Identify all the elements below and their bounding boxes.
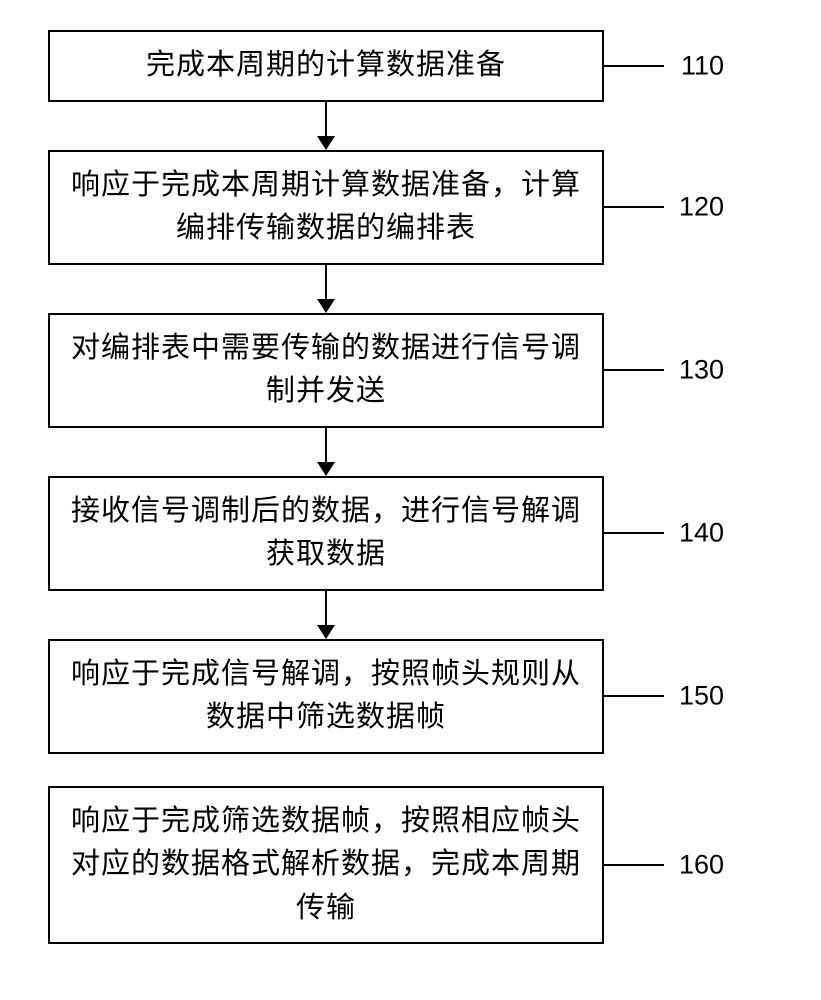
step-label: 130 [679, 355, 724, 386]
step-label: 120 [679, 192, 724, 223]
arrow-line [325, 591, 328, 627]
flowchart-step-150: 响应于完成信号解调，按照帧头规则从数据中筛选数据帧150 [48, 639, 604, 754]
step-text: 响应于完成筛选数据帧，按照相应帧头对应的数据格式解析数据，完成本周期传输 [70, 800, 582, 931]
arrow-down [48, 428, 604, 476]
step-text: 完成本周期的计算数据准备 [146, 44, 506, 88]
arrow-line [325, 265, 328, 301]
arrow-line [325, 102, 328, 138]
step-text: 响应于完成本周期计算数据准备，计算编排传输数据的编排表 [70, 164, 582, 251]
step-text: 对编排表中需要传输的数据进行信号调制并发送 [70, 327, 582, 414]
step-label: 150 [679, 681, 724, 712]
arrow-down [48, 102, 604, 150]
step-label: 140 [679, 518, 724, 549]
flowchart-step-140: 接收信号调制后的数据，进行信号解调获取数据140 [48, 476, 604, 591]
leader-line [604, 695, 664, 697]
leader-line [604, 65, 664, 67]
arrow-down [48, 265, 604, 313]
flowchart-step-130: 对编排表中需要传输的数据进行信号调制并发送130 [48, 313, 604, 428]
arrow-head [317, 136, 335, 150]
gap [48, 754, 768, 786]
step-text: 响应于完成信号解调，按照帧头规则从数据中筛选数据帧 [70, 653, 582, 740]
arrow-down [48, 591, 604, 639]
arrow-head [317, 299, 335, 313]
leader-line [604, 369, 664, 371]
leader-line [604, 206, 664, 208]
leader-line [604, 864, 664, 866]
step-label: 110 [681, 50, 724, 81]
flowchart-step-110: 完成本周期的计算数据准备110 [48, 30, 604, 102]
flowchart-step-120: 响应于完成本周期计算数据准备，计算编排传输数据的编排表120 [48, 150, 604, 265]
arrow-head [317, 462, 335, 476]
arrow-head [317, 625, 335, 639]
arrow-line [325, 428, 328, 464]
step-label: 160 [679, 849, 724, 880]
step-text: 接收信号调制后的数据，进行信号解调获取数据 [70, 490, 582, 577]
leader-line [604, 532, 664, 534]
flowchart-container: 完成本周期的计算数据准备110响应于完成本周期计算数据准备，计算编排传输数据的编… [48, 30, 768, 944]
flowchart-step-160: 响应于完成筛选数据帧，按照相应帧头对应的数据格式解析数据，完成本周期传输160 [48, 786, 604, 945]
